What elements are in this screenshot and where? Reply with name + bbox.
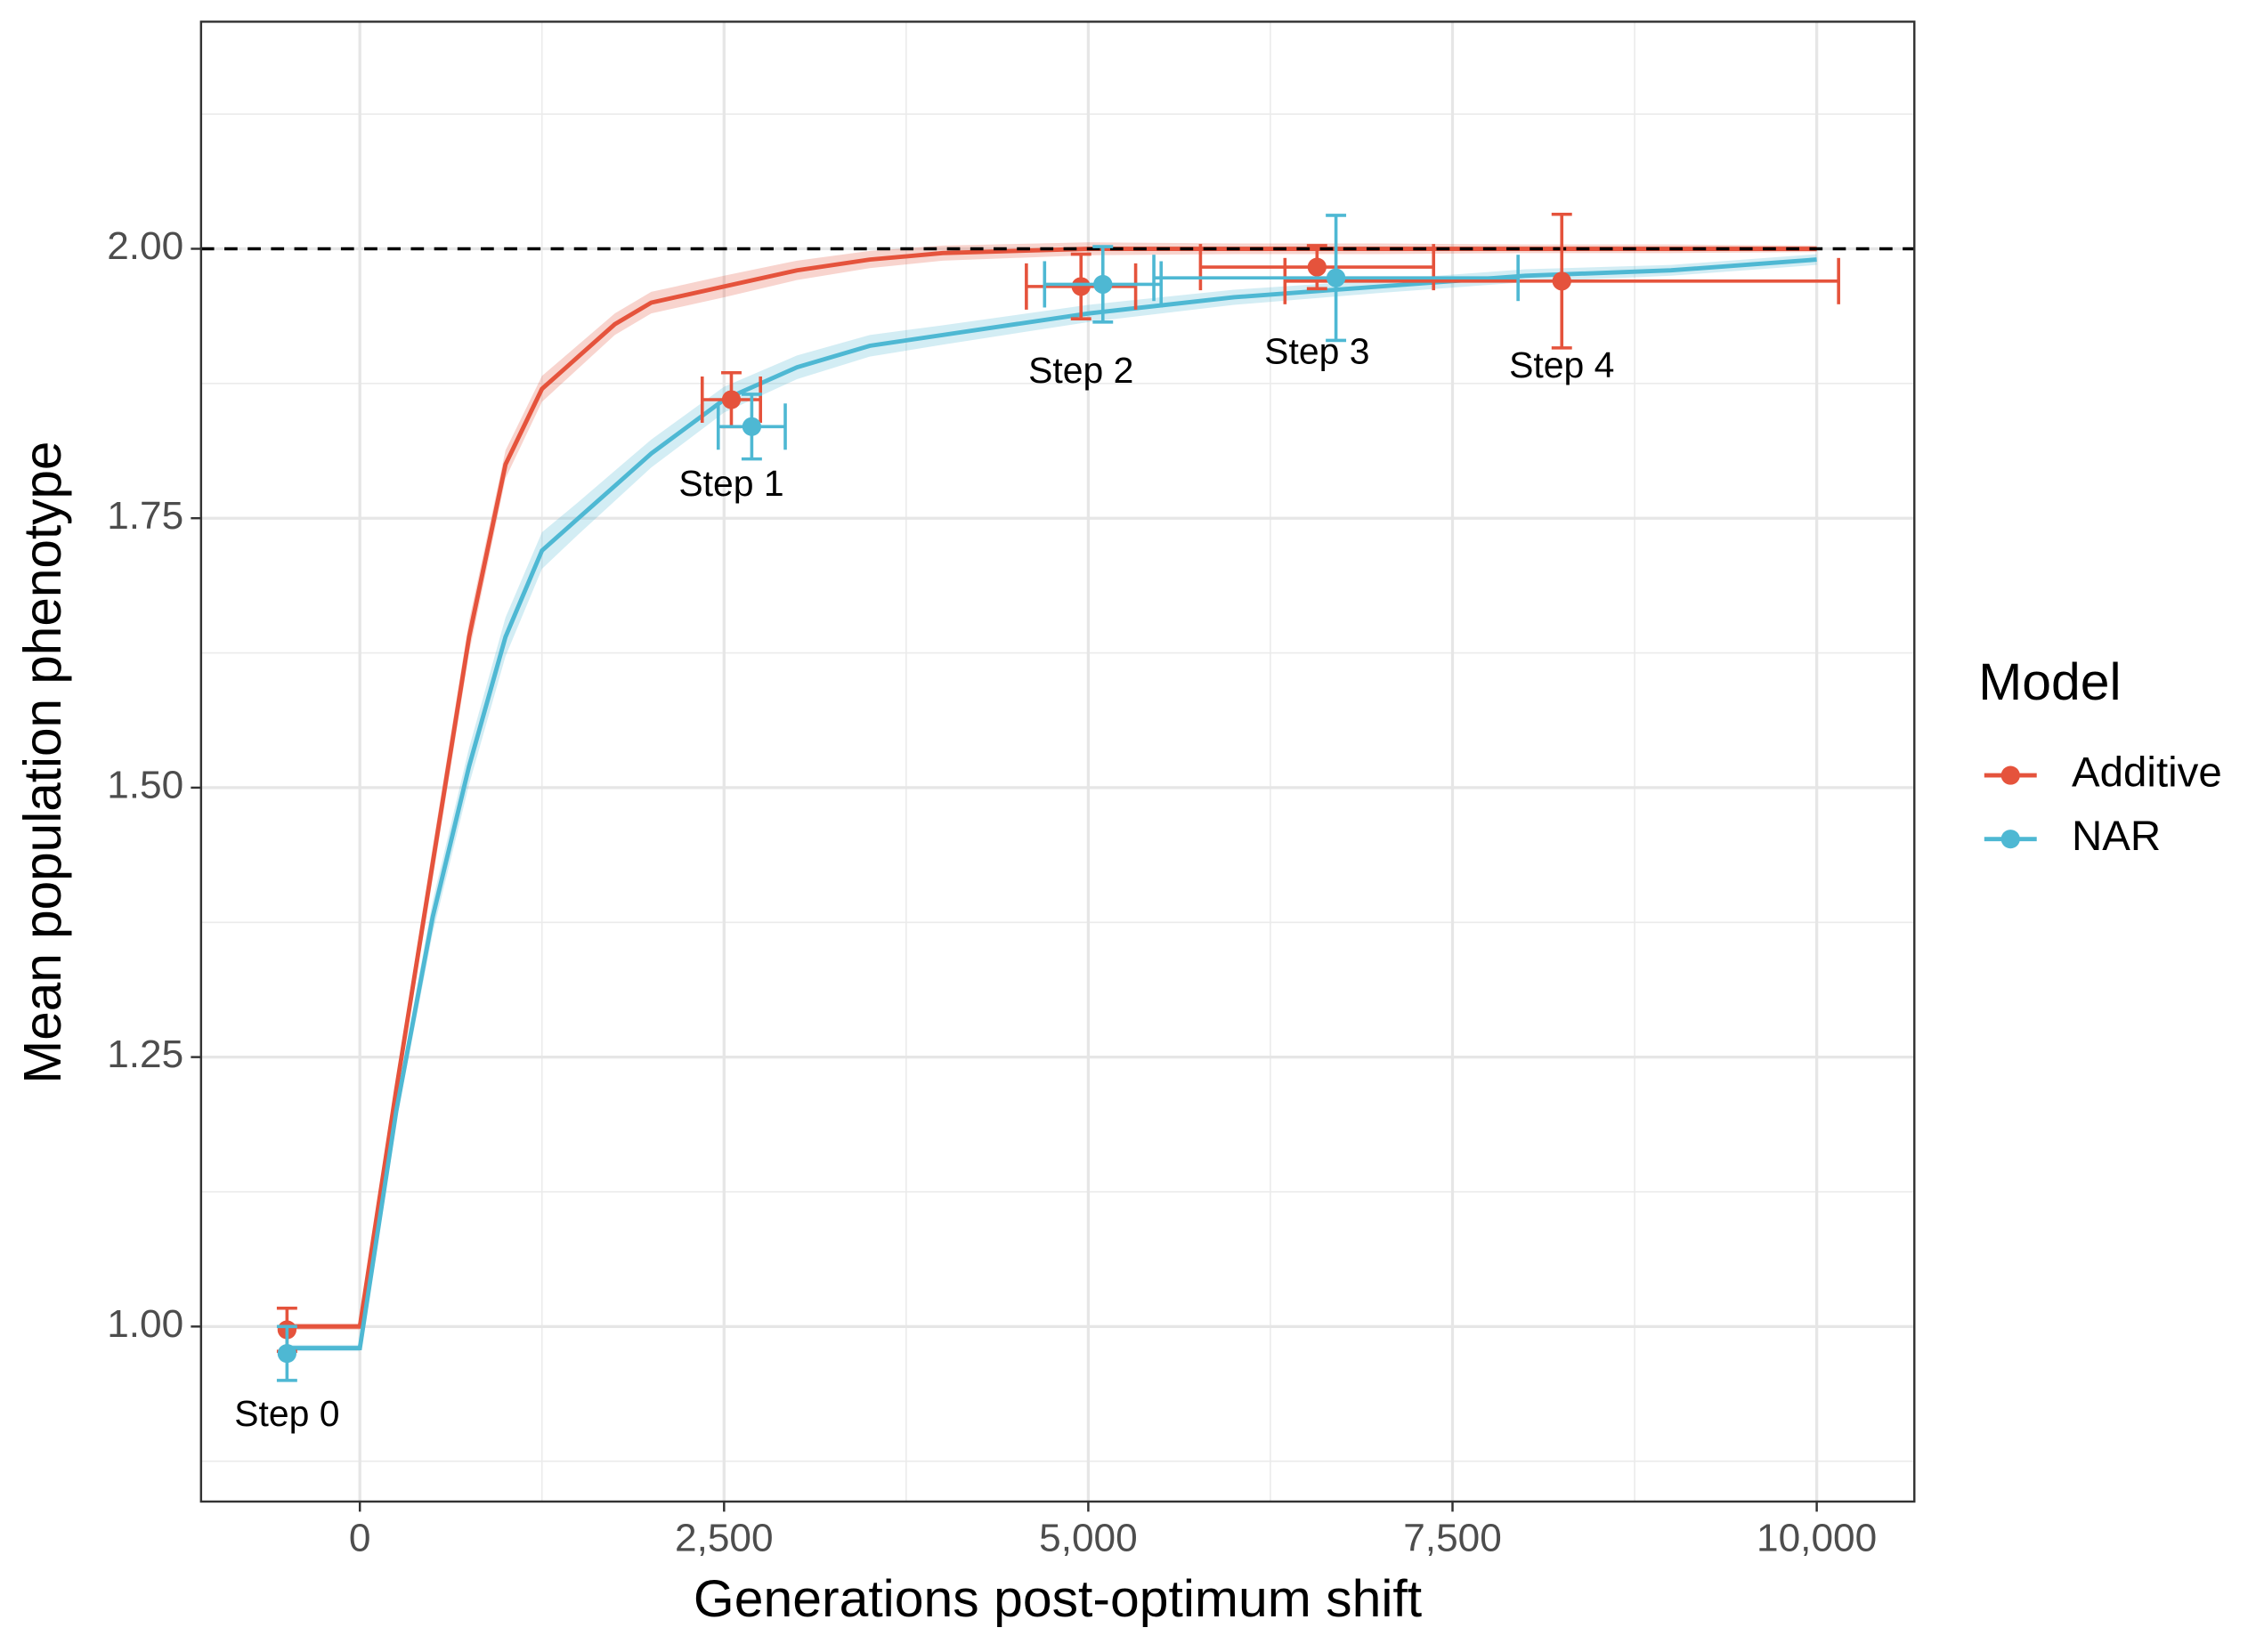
x-tick-label: 0 bbox=[349, 1517, 371, 1560]
point bbox=[1307, 257, 1327, 277]
point-group bbox=[1198, 244, 1436, 291]
y-tick-label: 1.00 bbox=[107, 1302, 183, 1346]
point bbox=[742, 417, 762, 436]
y-tick-label: 2.00 bbox=[107, 224, 183, 268]
y-tick-label: 1.50 bbox=[107, 764, 183, 807]
point-group bbox=[1043, 245, 1164, 324]
annotation: Step 0 bbox=[234, 1393, 339, 1434]
point bbox=[277, 1344, 297, 1364]
point bbox=[1326, 268, 1346, 287]
legend-label: Additive bbox=[2072, 749, 2222, 797]
point-group bbox=[716, 393, 787, 461]
x-tick-label: 10,000 bbox=[1757, 1517, 1877, 1560]
point bbox=[1552, 271, 1571, 291]
annotation: Step 1 bbox=[678, 463, 783, 504]
point bbox=[1093, 274, 1113, 295]
x-tick-label: 5,000 bbox=[1039, 1517, 1138, 1560]
point bbox=[1071, 277, 1091, 296]
legend-key-point bbox=[2000, 765, 2020, 785]
x-axis-title: Generations post-optimum shift bbox=[694, 1570, 1422, 1628]
point-group bbox=[1283, 212, 1840, 350]
y-tick-label: 1.75 bbox=[107, 494, 183, 538]
plot-border bbox=[199, 20, 1916, 1503]
legend-key-point bbox=[2000, 830, 2020, 849]
annotation: Step 2 bbox=[1028, 350, 1133, 391]
y-tick-label: 1.25 bbox=[107, 1032, 183, 1076]
legend-label: NAR bbox=[2072, 813, 2161, 860]
y-axis-title: Mean population phenotype bbox=[14, 441, 72, 1084]
point-group bbox=[1025, 252, 1138, 320]
point-group bbox=[700, 370, 763, 429]
legend-title: Model bbox=[1978, 653, 2121, 711]
line bbox=[287, 257, 1817, 1350]
x-tick-label: 7,500 bbox=[1403, 1517, 1502, 1560]
point bbox=[721, 390, 742, 409]
x-tick-label: 2,500 bbox=[675, 1517, 774, 1560]
annotation: Step 4 bbox=[1509, 344, 1614, 385]
annotation: Step 3 bbox=[1264, 330, 1369, 371]
point-group bbox=[1152, 214, 1520, 343]
point-group bbox=[276, 1324, 297, 1382]
